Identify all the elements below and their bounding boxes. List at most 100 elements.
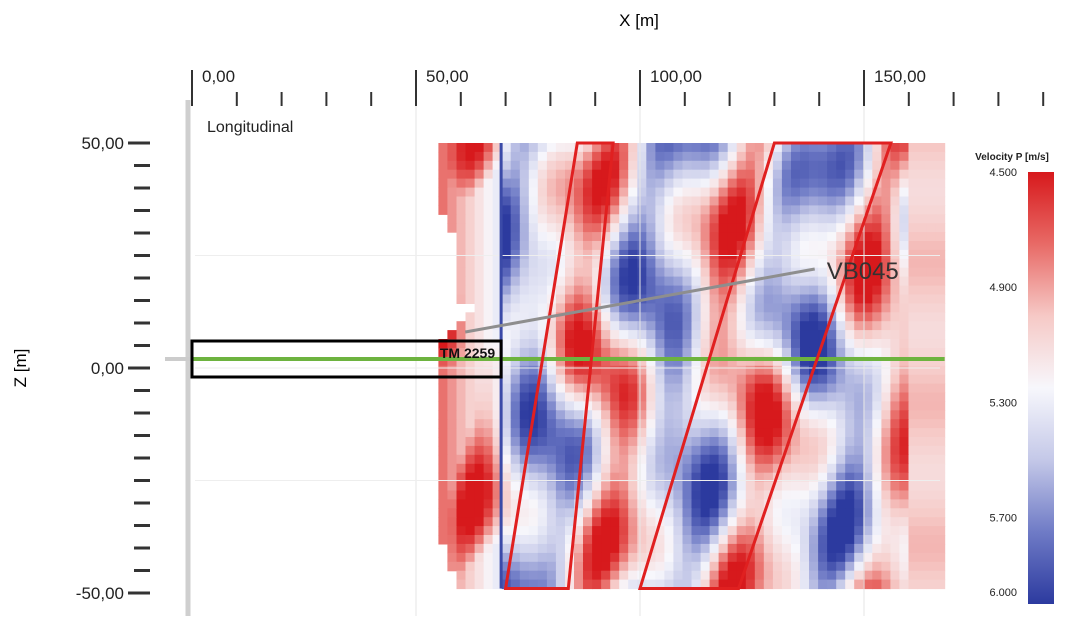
heat-cell: [763, 445, 774, 456]
heat-cell: [745, 312, 756, 322]
heat-cell: [646, 570, 656, 581]
heat-cell: [836, 454, 846, 465]
heat-cell: [537, 383, 548, 394]
heat-cell: [583, 187, 593, 198]
heat-cell: [655, 419, 665, 429]
heat-cell: [718, 392, 729, 402]
heat-cell: [772, 232, 783, 242]
heat-cell: [628, 249, 638, 260]
heat-cell: [619, 321, 629, 331]
heat-cell: [501, 543, 512, 554]
heat-cell: [736, 347, 747, 358]
heat-cell: [908, 543, 919, 554]
heat-cell: [845, 454, 855, 465]
heat-cell: [655, 178, 665, 189]
heat-cell: [574, 463, 584, 474]
heat-cell: [492, 526, 503, 536]
heat-cell: [592, 499, 602, 509]
heat-cell: [800, 490, 810, 500]
heat-cell: [655, 294, 665, 304]
heat-cell: [863, 267, 873, 278]
heat-cell: [574, 160, 584, 171]
heat-cell: [745, 437, 756, 447]
heat-cell: [727, 365, 738, 376]
heat-cell: [673, 276, 683, 287]
heat-cell: [836, 196, 846, 206]
heat-cell: [483, 267, 494, 278]
heat-cell: [727, 392, 738, 402]
heat-cell: [863, 472, 873, 483]
heat-cell: [791, 143, 801, 153]
heat-cell: [528, 178, 539, 189]
heat-cell: [465, 526, 476, 536]
heat-cell: [827, 267, 837, 278]
heat-cell: [926, 267, 937, 278]
heat-cell: [637, 187, 647, 198]
heat-cell: [718, 454, 729, 465]
heat-cell: [700, 339, 711, 349]
heat-cell: [555, 330, 566, 340]
heat-cell: [655, 267, 665, 278]
heat-cell: [474, 151, 485, 162]
heat-cell: [818, 232, 828, 242]
heat-cell: [483, 552, 494, 563]
heat-cell: [592, 570, 602, 581]
heat-cell: [528, 517, 539, 527]
heat-cell: [700, 303, 711, 313]
heat-cell: [917, 303, 928, 313]
heat-cell: [818, 579, 828, 590]
heat-cell: [664, 454, 674, 465]
heat-cell: [501, 374, 512, 385]
heat-cell: [754, 508, 765, 518]
heat-cell: [809, 535, 819, 545]
heat-cell: [872, 294, 882, 304]
heat-cell: [628, 508, 638, 518]
heat-cell: [727, 517, 738, 527]
heat-cell: [863, 187, 873, 198]
heat-cell: [772, 169, 783, 180]
heat-cell: [519, 410, 530, 420]
heat-cell: [637, 232, 647, 242]
heat-cell: [438, 437, 448, 447]
heat-cell: [818, 445, 828, 456]
heat-cell: [890, 481, 900, 492]
heat-cell: [583, 205, 593, 215]
heat-cell: [601, 258, 611, 269]
heat-cell: [727, 535, 738, 545]
heat-cell: [745, 178, 756, 189]
heat-cell: [456, 356, 467, 367]
heat-cell: [845, 232, 855, 242]
heat-cell: [772, 445, 783, 456]
heat-cell: [456, 187, 467, 198]
heat-cell: [447, 339, 457, 349]
heat-cell: [655, 312, 665, 322]
heat-cell: [935, 187, 946, 198]
heat-cell: [474, 276, 485, 287]
heat-cell: [601, 570, 611, 581]
heat-cell: [718, 437, 729, 447]
heat-cell: [691, 294, 702, 304]
heat-cell: [546, 552, 557, 563]
heat-cell: [745, 169, 756, 180]
heat-cell: [809, 570, 819, 581]
heat-cell: [845, 463, 855, 474]
heat-cell: [709, 232, 720, 242]
heat-cell: [447, 196, 457, 206]
heat-cell: [709, 321, 720, 331]
heat-cell: [800, 151, 810, 162]
heat-cell: [601, 347, 611, 358]
heat-cell: [881, 241, 891, 251]
heat-cell: [492, 454, 503, 465]
heat-cell: [592, 196, 602, 206]
heat-cell: [465, 205, 476, 215]
heat-cell: [718, 374, 729, 385]
heat-cell: [818, 169, 828, 180]
heat-cell: [736, 374, 747, 385]
heat-cell: [628, 232, 638, 242]
heat-cell: [610, 543, 620, 554]
heat-cell: [610, 276, 620, 287]
heat-cell: [800, 481, 810, 492]
heat-cell: [601, 374, 611, 385]
heat-cell: [565, 508, 575, 518]
heat-cell: [845, 579, 855, 590]
